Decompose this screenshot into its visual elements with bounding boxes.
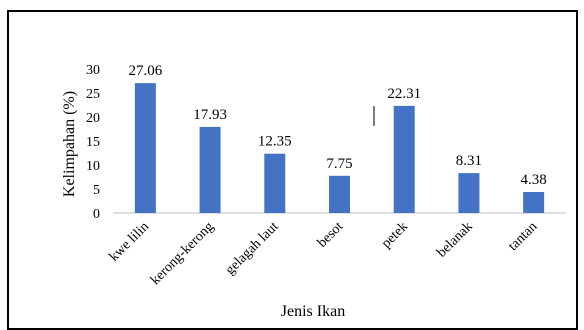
y-tick-label: 15 — [86, 135, 100, 150]
data-label: 22.31 — [387, 86, 421, 102]
data-label: 17.93 — [193, 107, 227, 123]
data-label: 7.75 — [326, 156, 352, 172]
data-label: 4.38 — [521, 172, 547, 188]
chart-frame — [7, 10, 578, 330]
y-tick-label: 20 — [86, 111, 100, 126]
bar — [458, 173, 480, 213]
bar — [134, 83, 156, 213]
bar — [199, 126, 221, 213]
x-axis-title: Jenis Ikan — [281, 303, 345, 320]
y-axis-title: Kelimpahan (%) — [61, 91, 78, 197]
x-tick-label: belanak — [434, 219, 475, 260]
x-tick-label: gelagah laut — [223, 219, 282, 278]
y-tick-label: 30 — [86, 63, 100, 78]
bar — [329, 175, 350, 213]
bar — [264, 153, 286, 213]
x-tick-label: kerong-kerong — [148, 219, 217, 288]
bar — [393, 105, 415, 213]
data-labels: 27.06 17.93 12.35 7.75 22.31 8.31 4.38 — [128, 63, 546, 188]
y-tick-label: 5 — [93, 183, 100, 198]
x-tick-label: kwe lilin — [107, 219, 153, 265]
data-label: 8.31 — [456, 153, 482, 169]
data-label: 12.35 — [258, 134, 292, 150]
x-tick-label: besot — [315, 219, 347, 251]
data-label: 27.06 — [128, 63, 162, 79]
x-tick-label: tantan — [506, 219, 541, 254]
y-tick-label: 10 — [86, 159, 100, 174]
y-tick-labels: 0 5 10 15 20 25 30 — [86, 63, 100, 222]
bar — [523, 191, 545, 213]
y-tick-label: 0 — [93, 207, 100, 222]
bar-chart: 0 5 10 15 20 25 30 27.06 17.93 12.35 7.75 22.31 8.3… — [61, 63, 566, 320]
y-tick-label: 25 — [86, 87, 100, 102]
x-tick-label: petek — [379, 219, 411, 251]
bars — [134, 83, 545, 213]
